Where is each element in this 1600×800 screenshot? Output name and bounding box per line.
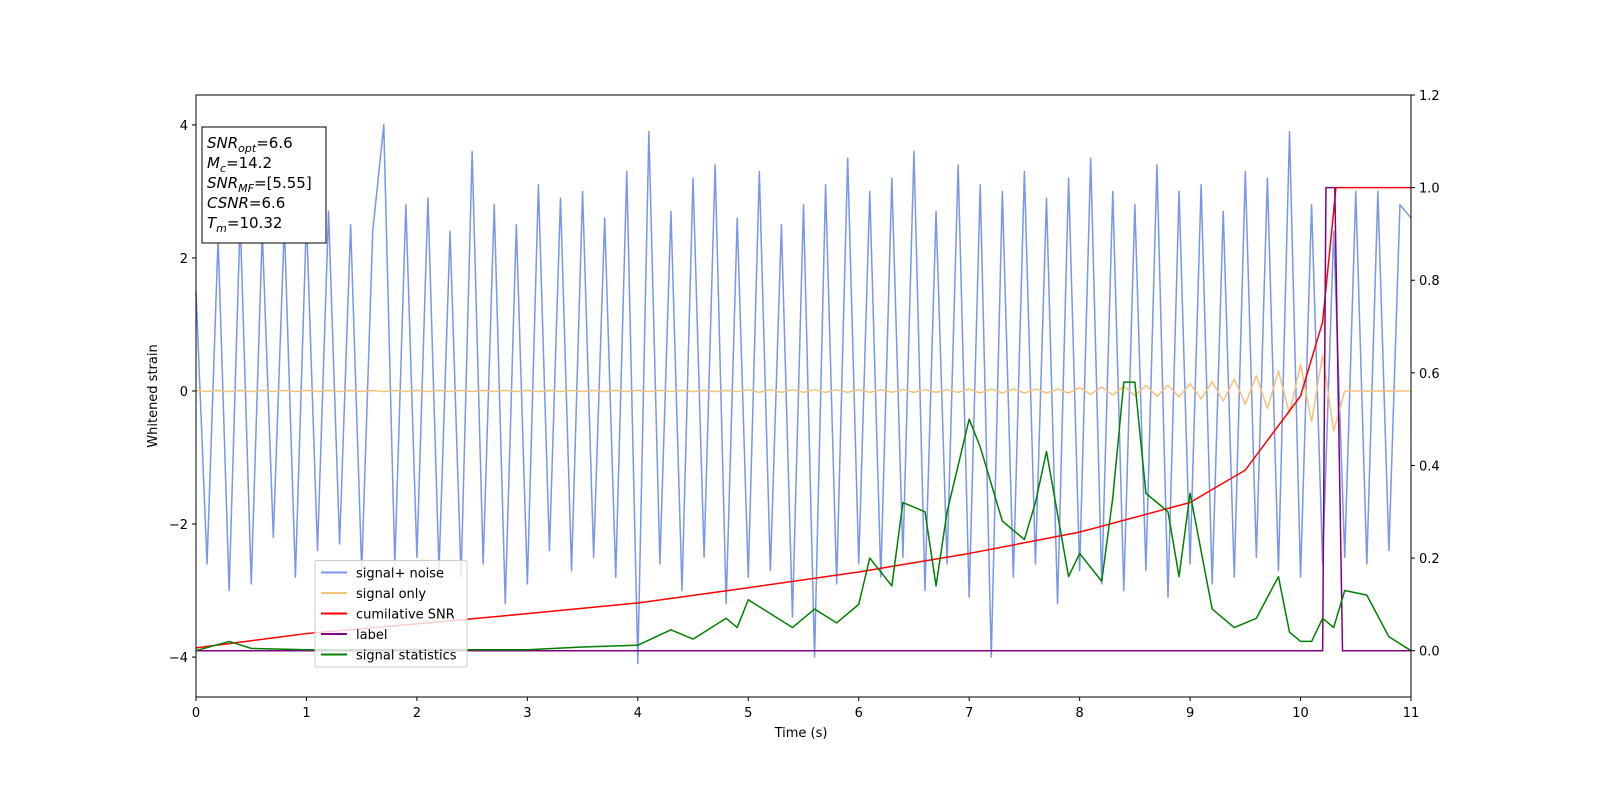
x-tick-label: 2 — [413, 706, 421, 721]
annotation-frame — [201, 126, 327, 244]
legend-label: cumilative SNR — [356, 608, 455, 623]
y-tick-label: −2 — [169, 518, 188, 533]
legend: signal+ noise signal only cumilative SNR la… — [314, 560, 468, 668]
y-tick-label: 0 — [180, 385, 188, 400]
annotation-subscript: MF — [238, 182, 254, 195]
annotation-subscript: m — [216, 222, 227, 235]
x-tick-label: 10 — [1292, 706, 1309, 721]
axes-frame — [195, 94, 1412, 698]
x-tick-label: 0 — [192, 706, 200, 721]
annotation-value: =[5.55] — [254, 174, 312, 192]
series-line — [195, 354, 1411, 432]
annotation-line: Tm=10.32 — [207, 214, 282, 235]
legend-label: signal statistics — [356, 649, 457, 664]
x-tick-label: 3 — [523, 706, 531, 721]
annotation-value: =10.32 — [227, 214, 283, 232]
x-tick-label: 6 — [855, 706, 863, 721]
annotation-line: SNRopt=6.6 — [207, 134, 293, 155]
y2-tick-label: 1.2 — [1419, 89, 1440, 104]
annotation-value: =6.6 — [249, 194, 285, 212]
y-axis-label: Whitened strain — [146, 344, 161, 447]
annotation-subscript: c — [220, 162, 226, 175]
annotation-subscript: opt — [238, 142, 257, 155]
series-line — [195, 124, 1412, 665]
x-tick-label: 8 — [1075, 706, 1083, 721]
x-tick-label: 4 — [634, 706, 642, 721]
x-tick-label: 11 — [1403, 706, 1420, 721]
series-line — [196, 186, 1411, 652]
annotation-box: SNRopt=6.6Mc=14.2SNRMF=[5.55]CSNR=6.6Tm=… — [201, 126, 327, 244]
legend-label: signal only — [356, 587, 426, 602]
x-tick-label: 9 — [1186, 706, 1194, 721]
x-axis-label: Time (s) — [774, 726, 828, 741]
y2-tick-label: 0.4 — [1419, 459, 1440, 474]
x-tick-label: 1 — [302, 706, 310, 721]
series-line — [195, 186, 1411, 649]
legend-label: signal+ noise — [356, 567, 444, 582]
annotation-value: =14.2 — [226, 154, 272, 172]
annotation-symbol: T — [207, 214, 218, 232]
annotation-symbol: CSNR — [207, 194, 249, 212]
annotation-symbol: SNR — [207, 134, 238, 152]
y2-tick-label: 0.2 — [1419, 552, 1440, 567]
series-line — [195, 381, 1412, 652]
y-tick-label: 4 — [180, 119, 188, 134]
annotation-symbol: SNR — [207, 174, 238, 192]
annotation-line: CSNR=6.6 — [207, 194, 285, 212]
annotation-symbol: M — [207, 154, 220, 172]
plot-area — [195, 124, 1412, 665]
y-tick-label: −4 — [169, 651, 188, 666]
legend-label: label — [356, 628, 387, 643]
annotation-value: =6.6 — [256, 134, 292, 152]
y2-tick-label: 0.0 — [1419, 645, 1440, 660]
y2-tick-label: 0.8 — [1419, 274, 1440, 289]
y2-tick-label: 0.6 — [1419, 367, 1440, 382]
y-tick-label: 2 — [180, 252, 188, 267]
annotation-line: SNRMF=[5.55] — [207, 174, 312, 195]
x-tick-label: 7 — [965, 706, 973, 721]
x-tick-label: 5 — [744, 706, 752, 721]
y2-tick-label: 1.0 — [1419, 182, 1440, 197]
legend-frame — [314, 560, 468, 668]
annotation-line: Mc=14.2 — [207, 154, 272, 175]
